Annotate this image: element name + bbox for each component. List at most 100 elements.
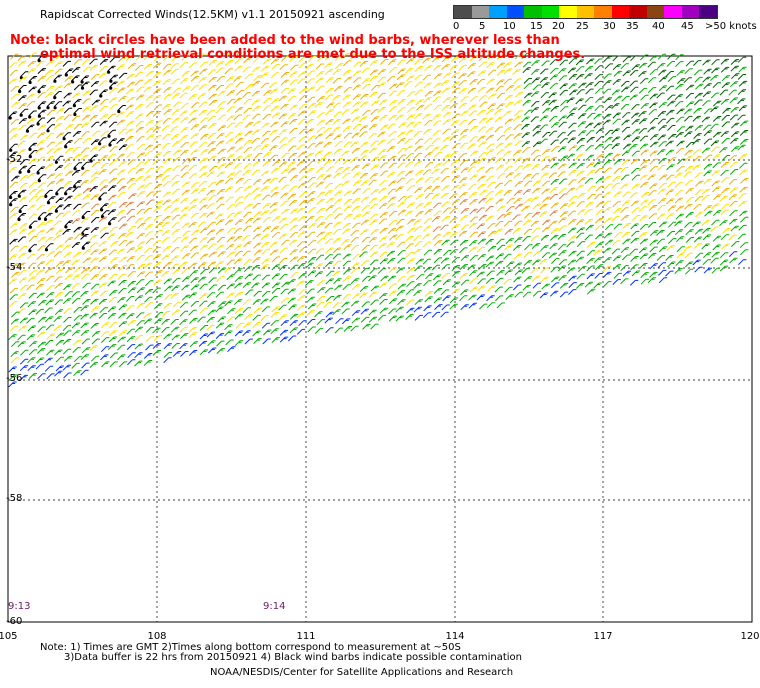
contamination-circle (18, 170, 22, 174)
legend-swatch (594, 6, 612, 18)
wind-barbs-group (521, 53, 749, 150)
legend-swatch (541, 6, 559, 18)
contamination-circle (44, 194, 48, 198)
x-tick-108: 108 (147, 631, 167, 642)
legend-swatch (646, 6, 664, 18)
legend-swatch (559, 6, 577, 18)
legend-swatch (681, 6, 699, 18)
y-tick-60: -60 (6, 616, 23, 627)
contamination-circle (46, 201, 51, 205)
x-tick-111: 111 (296, 631, 316, 642)
contamination-circle (109, 86, 113, 90)
y-tick-56: -56 (6, 373, 23, 384)
x-tick-120: 120 (740, 631, 760, 642)
x-tick-117: 117 (593, 631, 613, 642)
contamination-circle (9, 148, 13, 152)
legend-swatch (699, 6, 717, 18)
note-line-2: optimal wind retrieval conditions are me… (40, 47, 586, 62)
contamination-circle (37, 179, 41, 183)
wind-barbs-group (71, 185, 568, 238)
time-tag-913: 9:13 (8, 601, 31, 612)
wind-barbs-group (9, 52, 749, 294)
contamination-circle (46, 129, 50, 133)
wind-barbs-group (8, 52, 748, 364)
wind-speed-legend: 0 5 10 15 20 25 30 35 40 45 >50 knots (453, 5, 757, 35)
legend-swatch (664, 6, 682, 18)
contamination-circle (36, 171, 40, 175)
contamination-circle (18, 89, 22, 94)
legend-color-bar (453, 5, 718, 19)
contamination-circle (9, 195, 13, 200)
contamination-circle (18, 209, 22, 214)
contamination-circle (37, 90, 41, 94)
wind-barbs-group (8, 52, 749, 381)
contamination-circle (54, 209, 59, 213)
contamination-circle (28, 249, 32, 253)
legend-tick-label: 15 (530, 21, 543, 32)
y-tick-58: -58 (6, 493, 23, 504)
note-line-1: Note: black circles have been added to t… (10, 33, 560, 48)
contamination-circle (17, 194, 21, 198)
contamination-circle (81, 166, 85, 170)
contamination-circle (80, 86, 85, 90)
legend-swatch (506, 6, 524, 18)
y-tick-54: -54 (6, 262, 23, 273)
contamination-circle (62, 137, 66, 141)
contamination-circle (53, 96, 57, 100)
contamination-circle (27, 169, 31, 174)
contamination-circle (28, 80, 32, 85)
contamination-circle (64, 145, 68, 149)
contamination-circle (81, 246, 85, 250)
contamination-circle (8, 116, 12, 120)
contamination-circle (28, 225, 32, 229)
contamination-circle (107, 70, 111, 74)
contamination-circle (53, 106, 57, 110)
contamination-circle (64, 192, 68, 196)
contamination-circle (107, 134, 111, 138)
legend-swatch (524, 6, 542, 18)
map-title: Rapidscat Corrected Winds(12.5KM) v1.1 2… (40, 8, 385, 21)
legend-tick-label: 5 (479, 21, 486, 32)
time-tag-914: 9:14 (263, 601, 286, 612)
legend-tick-labels: 0 5 10 15 20 25 30 35 40 45 >50 knots (453, 19, 757, 33)
contamination-circle (43, 217, 48, 221)
x-tick-114: 114 (445, 631, 465, 642)
contamination-circle (37, 114, 42, 118)
legend-tick-label: 45 (681, 21, 694, 32)
legend-tick-label: 20 (552, 21, 565, 32)
legend-tick-label: 40 (652, 21, 665, 32)
x-tick-105: 105 (0, 631, 18, 642)
contamination-circle (80, 80, 84, 84)
contamination-circle (73, 185, 77, 189)
legend-swatch (471, 6, 489, 18)
contamination-circle (19, 113, 23, 117)
contamination-circle (28, 155, 32, 159)
contamination-circle (17, 217, 21, 222)
contamination-circle (28, 115, 32, 119)
contamination-circle (81, 215, 85, 220)
contamination-circle (28, 147, 32, 151)
legend-swatch (611, 6, 629, 18)
legend-swatch (489, 6, 507, 18)
legend-tick-label: 0 (453, 21, 460, 32)
contamination-circle (46, 106, 50, 110)
contamination-circle (53, 79, 57, 83)
footer-note-line-1: Note: 1) Times are GMT 2)Times along bot… (40, 642, 461, 653)
contamination-circle (36, 122, 40, 126)
wind-barb-field (8, 52, 749, 388)
contamination-circle (9, 203, 13, 207)
contamination-circle (54, 160, 59, 164)
legend-swatch (629, 6, 647, 18)
legend-tick-label: 25 (576, 21, 589, 32)
wind-barbs-group (8, 54, 128, 251)
legend-tick-label: 10 (503, 21, 516, 32)
contamination-circle (108, 143, 112, 147)
contamination-circle (37, 106, 41, 110)
contamination-circle (55, 192, 59, 196)
map-frame (7, 55, 753, 623)
contamination-circle (44, 248, 49, 252)
contamination-circle (37, 217, 42, 221)
y-tick-52: -52 (6, 154, 23, 165)
